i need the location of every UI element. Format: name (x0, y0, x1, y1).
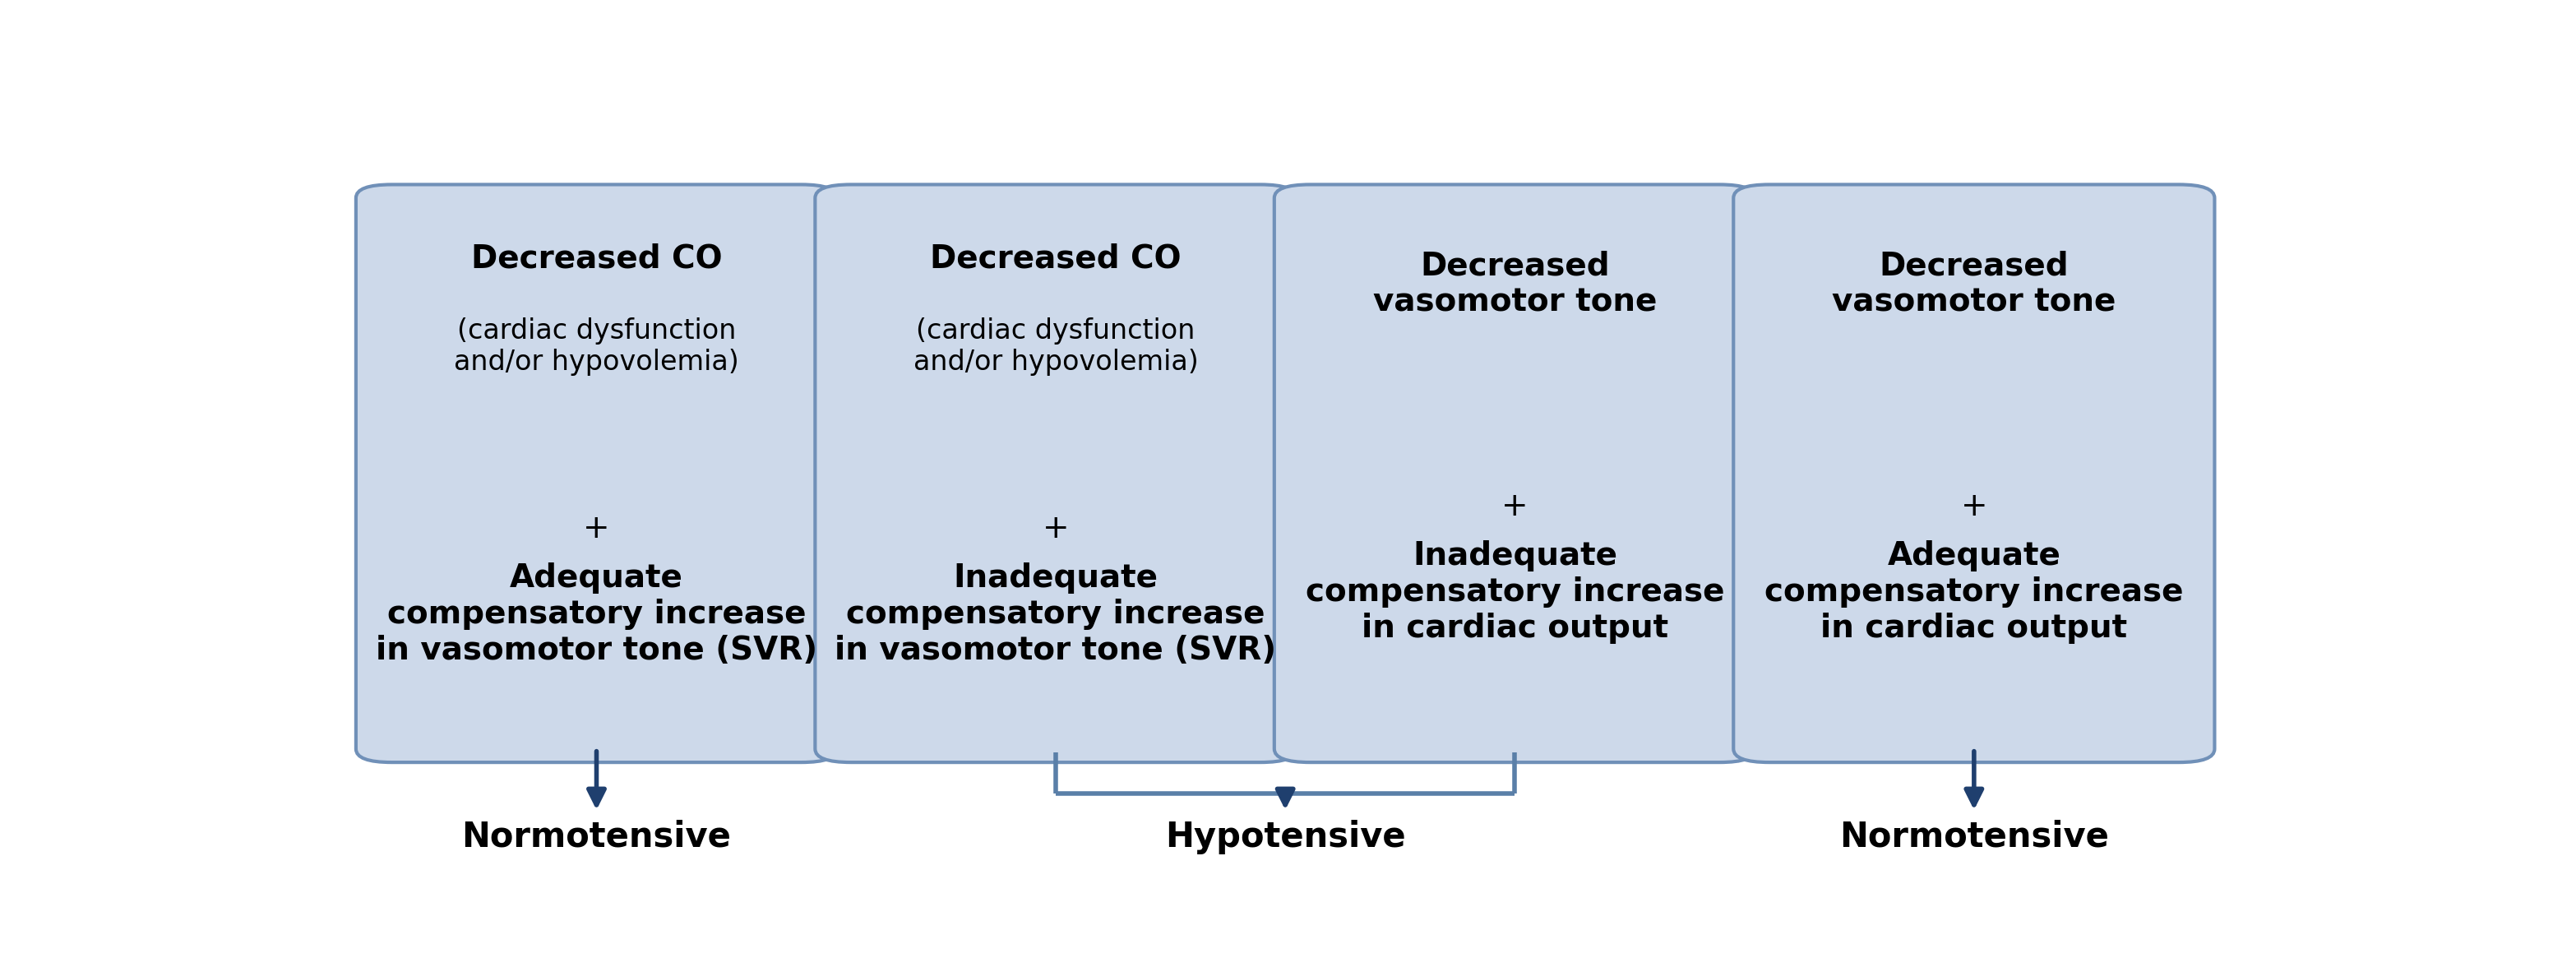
Text: Decreased
vasomotor tone: Decreased vasomotor tone (1832, 250, 2115, 317)
Text: +: + (1960, 491, 1989, 522)
Text: Decreased CO: Decreased CO (930, 243, 1182, 274)
Text: (cardiac dysfunction
and/or hypovolemia): (cardiac dysfunction and/or hypovolemia) (453, 317, 739, 375)
Text: Adequate
compensatory increase
in cardiac output: Adequate compensatory increase in cardia… (1765, 540, 2184, 644)
Text: +: + (1043, 513, 1069, 544)
Text: Decreased
vasomotor tone: Decreased vasomotor tone (1373, 250, 1656, 317)
Text: Adequate
compensatory increase
in vasomotor tone (SVR): Adequate compensatory increase in vasomo… (376, 562, 817, 665)
Text: (cardiac dysfunction
and/or hypovolemia): (cardiac dysfunction and/or hypovolemia) (912, 317, 1198, 375)
Text: +: + (1502, 491, 1528, 522)
Text: +: + (582, 513, 611, 544)
Text: Decreased CO: Decreased CO (471, 243, 721, 274)
Text: Normotensive: Normotensive (461, 820, 732, 854)
Text: Hypotensive: Hypotensive (1164, 820, 1406, 854)
FancyBboxPatch shape (814, 185, 1296, 762)
FancyBboxPatch shape (1734, 185, 2215, 762)
FancyBboxPatch shape (1275, 185, 1754, 762)
Text: Normotensive: Normotensive (1839, 820, 2110, 854)
Text: Inadequate
compensatory increase
in vasomotor tone (SVR): Inadequate compensatory increase in vaso… (835, 562, 1278, 665)
Text: Inadequate
compensatory increase
in cardiac output: Inadequate compensatory increase in card… (1306, 540, 1723, 644)
FancyBboxPatch shape (355, 185, 837, 762)
